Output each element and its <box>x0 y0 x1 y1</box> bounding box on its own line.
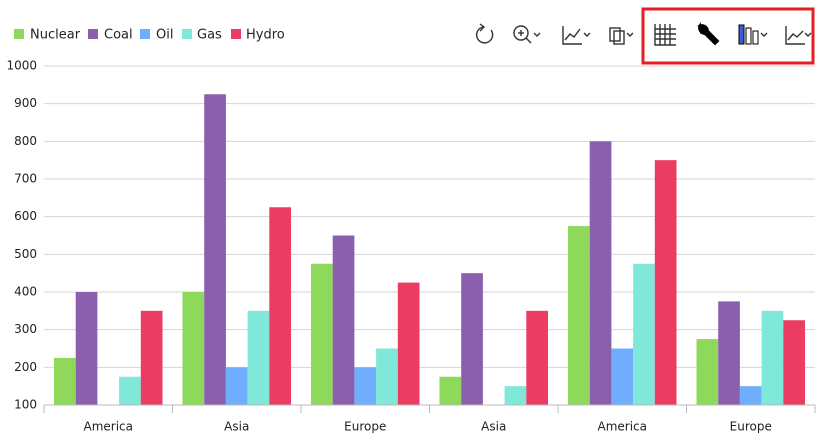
legend-swatch <box>14 29 24 39</box>
bar <box>119 376 141 405</box>
y-tick-label: 300 <box>14 322 37 336</box>
y-tick-label: 700 <box>14 172 37 186</box>
bar <box>269 207 291 405</box>
y-tick-label: 100 <box>14 398 37 412</box>
bar <box>718 301 740 405</box>
legend-label: Gas <box>197 28 222 43</box>
bar <box>376 348 398 405</box>
y-tick-label: 1000 <box>6 59 37 73</box>
bar <box>247 310 270 405</box>
x-tick-label: Asia <box>481 420 506 434</box>
series-type-button[interactable] <box>738 24 768 45</box>
bar <box>589 141 612 406</box>
x-tick-label: Europe <box>344 420 386 434</box>
x-tick-label: Europe <box>730 420 772 434</box>
x-tick-label: America <box>598 420 648 434</box>
x-tick-label: America <box>84 420 134 434</box>
legend-label: Oil <box>156 28 173 43</box>
bar <box>225 367 248 405</box>
bar <box>611 348 634 405</box>
y-tick-label: 400 <box>14 285 37 299</box>
x-tick-label: Asia <box>224 420 249 434</box>
bar <box>75 292 98 405</box>
legend-label: Hydro <box>246 28 285 43</box>
legend-label: Coal <box>104 28 133 43</box>
bar <box>54 357 76 405</box>
bar <box>783 320 805 405</box>
bar <box>140 310 163 405</box>
zoom-button[interactable] <box>513 25 541 44</box>
bar <box>654 160 677 405</box>
bar <box>761 310 784 405</box>
legend-swatch <box>182 29 192 39</box>
bar <box>311 263 333 405</box>
gridlines-button[interactable] <box>654 24 676 46</box>
refresh-button[interactable] <box>475 23 494 44</box>
settings-button[interactable] <box>697 21 720 46</box>
y-tick-label: 800 <box>14 134 37 148</box>
bar <box>696 339 719 405</box>
bar <box>461 273 483 405</box>
y-tick-label: 500 <box>14 247 37 261</box>
trendline-button[interactable] <box>785 26 812 45</box>
bar <box>633 263 655 405</box>
y-tick-label: 200 <box>14 360 37 374</box>
bar <box>439 376 462 405</box>
bar <box>332 235 355 405</box>
bar <box>504 386 527 405</box>
bar <box>182 292 205 405</box>
legend-label: Nuclear <box>30 28 81 43</box>
bar <box>568 226 590 405</box>
bar <box>526 310 548 405</box>
bar <box>739 386 762 405</box>
copy-button[interactable] <box>609 27 634 45</box>
legend-swatch <box>88 29 98 39</box>
legend-swatch <box>140 29 150 39</box>
y-tick-label: 600 <box>14 209 37 223</box>
toolbar <box>475 7 815 65</box>
bar <box>354 367 377 405</box>
bar <box>397 282 420 405</box>
y-tick-label: 900 <box>14 96 37 110</box>
bar <box>204 94 226 405</box>
chart-type-button[interactable] <box>562 26 591 45</box>
highlight-box <box>641 7 815 65</box>
legend-swatch <box>231 29 241 39</box>
